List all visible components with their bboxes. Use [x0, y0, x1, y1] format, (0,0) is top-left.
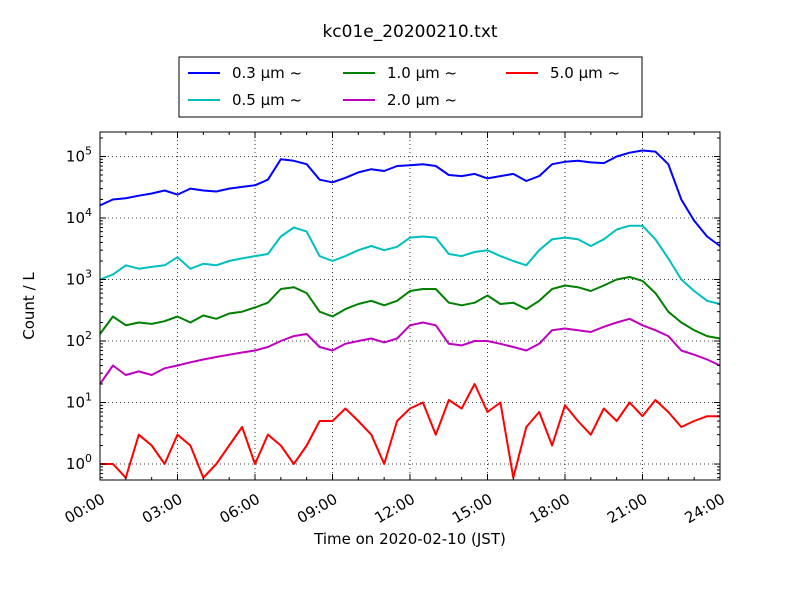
legend-label: 0.3 μm ~: [232, 64, 302, 82]
y-tick-label: 104: [66, 206, 92, 227]
series-line-1: [99, 224, 721, 305]
series-line-0: [99, 149, 721, 247]
x-tick-label: 18:00: [527, 490, 573, 527]
x-tick-label: 00:00: [62, 490, 108, 527]
y-tick-labels: 100 101 102 103 104 105: [66, 144, 92, 473]
legend-label: 2.0 μm ~: [387, 91, 457, 109]
y-axis-label: Count / L: [20, 272, 38, 340]
axis-ticks: [99, 132, 721, 480]
y-tick-label: 105: [66, 144, 92, 165]
series-line-2: [99, 276, 721, 340]
x-tick-label: 03:00: [139, 490, 185, 527]
x-tick-label: 15:00: [449, 490, 495, 527]
legend-box: [178, 56, 643, 118]
grid-lines: [100, 132, 720, 480]
y-tick-label: 100: [66, 452, 92, 473]
x-tick-label: 12:00: [372, 490, 418, 527]
legend-label: 5.0 μm ~: [550, 64, 620, 82]
series-line-3: [99, 317, 721, 385]
x-tick-label: 24:00: [682, 490, 728, 527]
y-tick-label: 102: [66, 329, 92, 350]
chart-title: kc01e_20200210.txt: [322, 22, 497, 42]
legend-label: 1.0 μm ~: [387, 64, 457, 82]
x-tick-label: 06:00: [217, 490, 263, 527]
y-tick-label: 101: [66, 391, 92, 412]
x-tick-labels: 00:00 03:00 06:00 09:00 12:00 15:00 18:00 21:00…: [62, 490, 728, 527]
x-tick-label: 09:00: [294, 490, 340, 527]
legend: 0.3 μm ~ 1.0 μm ~ 5.0 μm ~ 0.5 μm ~ 2.0 μm ~: [178, 56, 643, 118]
x-tick-label: 21:00: [604, 490, 650, 527]
legend-label: 0.5 μm ~: [232, 91, 302, 109]
y-tick-label: 103: [66, 267, 92, 288]
x-axis-label: Time on 2020-02-10 (JST): [313, 530, 506, 548]
